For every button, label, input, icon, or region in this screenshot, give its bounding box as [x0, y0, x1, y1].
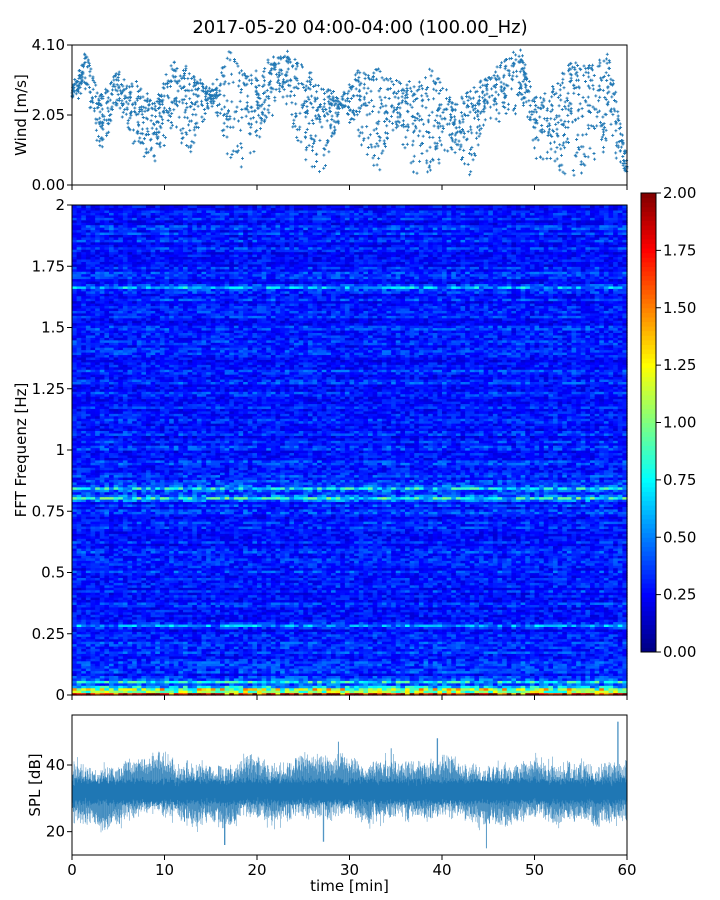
spectrogram-heatmap [72, 205, 628, 696]
y-tick-label: 4.10 [32, 36, 65, 54]
wind-x-axis [72, 185, 627, 190]
wind-y-axis: 0.00 2.05 4.10 [32, 36, 72, 194]
figure-title: 2017-05-20 04:00-04:00 (100.00_Hz) [192, 17, 527, 38]
y-tick-label: 2.05 [32, 106, 65, 124]
wind-plot-frame [72, 45, 627, 185]
wind-y-axis-label: Wind [m/s] [12, 74, 30, 156]
y-tick-label: 0.00 [32, 176, 65, 194]
wind-panel: 0.00 2.05 4.10 Wind [m/s] [12, 36, 628, 194]
wind-scatter-series [71, 49, 629, 177]
wind-scatter-markers [71, 49, 629, 177]
